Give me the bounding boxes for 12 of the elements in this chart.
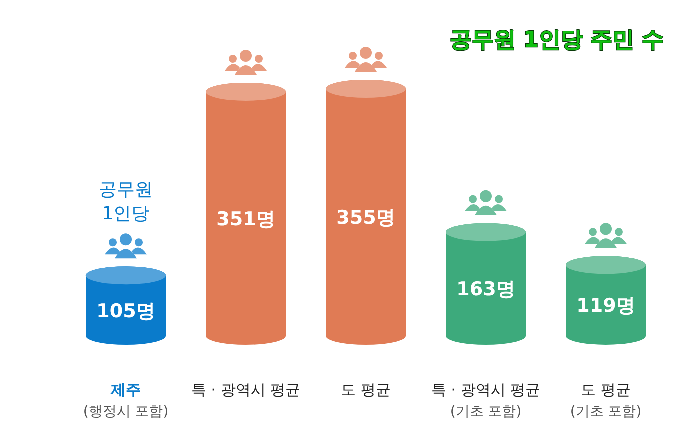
- data-label: 119명: [576, 295, 636, 318]
- data-label: 355명: [336, 207, 396, 229]
- x-tick-label: 제주 (행정시 포함): [83, 381, 169, 420]
- data-label: 351명: [216, 208, 276, 230]
- x-tick-label: 도 평균 (기초 포함): [570, 381, 642, 420]
- x-tick-label: 특 · 광역시 평균: [191, 381, 301, 399]
- x-tick-label: 특 · 광역시 평균 (기초 포함): [431, 381, 541, 420]
- data-label: 163명: [456, 278, 516, 301]
- data-label: 105명: [96, 300, 156, 322]
- x-tick-label: 도 평균: [341, 381, 391, 399]
- chart-title: 공무원 1인당 주민 수: [450, 28, 664, 53]
- annotation: 공무원 1인당: [99, 180, 153, 225]
